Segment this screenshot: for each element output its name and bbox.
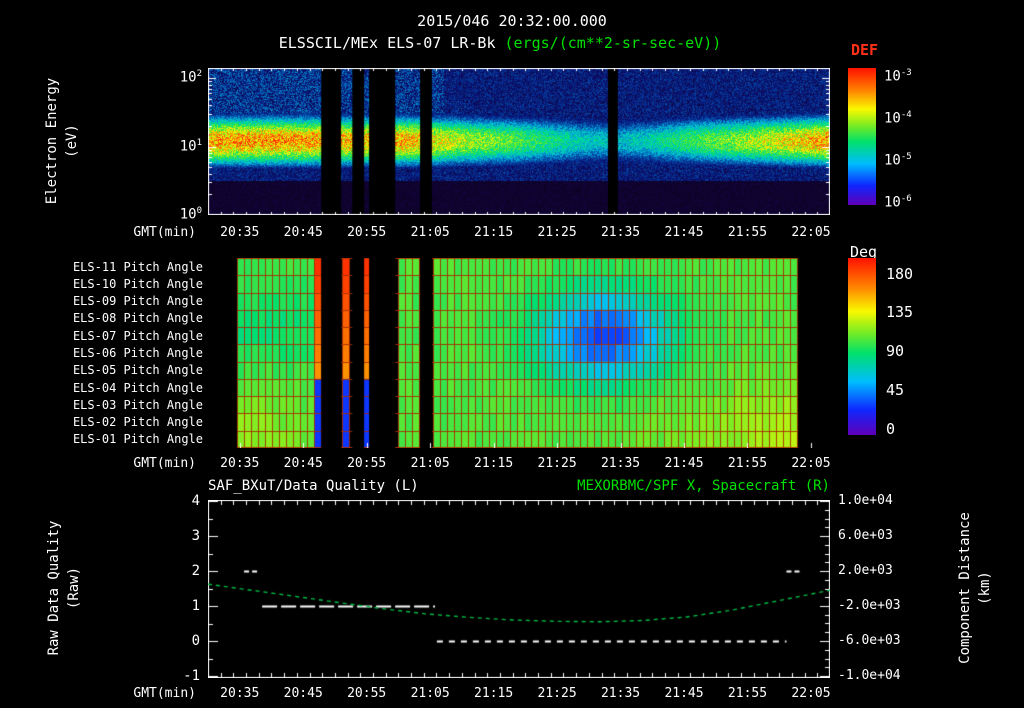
quality-tick-label: 0	[191, 633, 200, 649]
energy-tick-label: 101	[179, 137, 202, 155]
lineplot-canvas	[208, 500, 830, 678]
gmt-axis-label: GMT(min)	[133, 456, 196, 471]
time-tick-label: 22:05	[791, 225, 831, 240]
distance-tick-label: -1.0e+04	[838, 668, 901, 683]
quality-tick-label: 1	[191, 598, 200, 614]
time-tick-label: 21:25	[537, 225, 577, 240]
time-tick-label: 21:15	[474, 686, 514, 701]
energy-tick-label: 100	[179, 206, 202, 223]
time-tick-label: 21:15	[474, 225, 514, 240]
lineplot-title-left: SAF_BXuT/Data Quality (L)	[208, 478, 419, 494]
time-tick-label: 20:45	[283, 456, 323, 471]
time-tick-label: 20:35	[220, 456, 260, 471]
electron-energy-axis-label-line1: Electron Energy	[44, 77, 60, 205]
time-tick-label: 21:05	[410, 225, 450, 240]
def-tick-label: 10-6	[884, 193, 912, 211]
deg-tick-label: 0	[886, 419, 896, 438]
time-tick-label: 20:35	[220, 225, 260, 240]
pitch-canvas	[208, 258, 830, 448]
deg-tick-label: 135	[886, 302, 914, 321]
gmt-axis-label: GMT(min)	[133, 686, 196, 701]
def-tick-label: 10-4	[884, 109, 912, 127]
pitch-row-label: ELS-03 Pitch Angle	[72, 397, 203, 412]
subtitle-units: (ergs/(cm**2-sr-sec-eV))	[504, 34, 722, 52]
time-tick-label: 21:35	[600, 686, 641, 701]
pitch-row-label: ELS-06 Pitch Angle	[72, 346, 203, 360]
time-tick-label: 21:35	[600, 225, 641, 240]
subtitle-instrument: ELSSCIL/MEx ELS-07 LR-Bk	[278, 34, 496, 52]
lineplot-title-right: MEXORBMC/SPF X, Spacecraft (R)	[577, 478, 830, 494]
time-tick-label: 20:35	[220, 686, 260, 701]
quality-tick-label: 4	[191, 493, 200, 509]
deg-colorbar-canvas	[848, 258, 876, 435]
time-tick-label: 21:55	[727, 686, 768, 701]
energy-tick-label: 102	[179, 69, 202, 86]
deg-tick-label: 180	[886, 264, 914, 283]
time-tick-label: 21:55	[727, 456, 768, 471]
def-colorbar-label: DEF	[851, 41, 879, 59]
time-tick-label: 21:25	[537, 686, 577, 701]
raw-data-quality-axis-label-line1: Raw Data Quality	[46, 520, 62, 656]
electron-energy-axis-label: Electron Energy (eV)	[42, 78, 82, 204]
distance-tick-label: 1.0e+04	[838, 493, 893, 508]
pitch-row-label: ELS-08 Pitch Angle	[72, 311, 203, 326]
time-tick-label: 21:45	[664, 456, 704, 471]
def-colorbar-canvas	[848, 68, 876, 205]
time-tick-label: 20:45	[283, 225, 323, 240]
def-tick-label: 10-3	[884, 68, 912, 85]
time-tick-label: 20:55	[347, 456, 387, 471]
time-tick-label: 20:55	[347, 225, 387, 240]
component-distance-axis-label: Component Distance (km)	[955, 512, 995, 664]
pitch-row-label: ELS-10 Pitch Angle	[72, 276, 203, 291]
plot-subtitle: ELSSCIL/MEx ELS-07 LR-Bk (ergs/(cm**2-sr…	[0, 34, 1000, 52]
time-tick-label: 20:55	[347, 686, 387, 701]
raw-data-quality-axis-label: Raw Data Quality (Raw)	[44, 521, 84, 656]
pitch-row-label: ELS-01 Pitch Angle	[72, 432, 203, 447]
electron-energy-axis-label-line2: (eV)	[64, 124, 80, 158]
deg-colorbar-label: Deg	[850, 243, 878, 261]
time-tick-label: 21:55	[727, 225, 768, 240]
deg-tick-label: 90	[886, 341, 905, 360]
pitch-row-label: ELS-07 Pitch Angle	[72, 328, 203, 343]
component-distance-axis-label-line1: Component Distance	[957, 512, 973, 664]
time-tick-label: 22:05	[791, 456, 831, 471]
time-tick-label: 21:45	[664, 686, 704, 701]
time-tick-label: 21:15	[474, 456, 514, 471]
time-tick-label: 21:05	[410, 456, 450, 471]
component-distance-axis-label-line2: (km)	[977, 571, 993, 605]
quality-tick-label: -1	[183, 668, 200, 684]
pitch-row-label: ELS-02 Pitch Angle	[72, 415, 203, 430]
time-tick-label: 21:25	[537, 456, 577, 471]
pitch-row-label: ELS-04 Pitch Angle	[72, 380, 203, 395]
time-tick-label: 21:45	[664, 225, 704, 240]
distance-tick-label: 2.0e+03	[838, 563, 893, 578]
raw-data-quality-axis-label-line2: (Raw)	[66, 566, 82, 610]
time-tick-label: 21:05	[410, 686, 450, 701]
deg-tick-label: 45	[886, 380, 905, 399]
distance-tick-label: 6.0e+03	[838, 528, 893, 543]
distance-tick-label: -6.0e+03	[838, 633, 901, 648]
def-tick-label: 10-5	[884, 152, 912, 169]
time-tick-label: 21:35	[600, 456, 641, 471]
time-tick-label: 20:45	[283, 686, 323, 701]
quality-tick-label: 3	[191, 528, 200, 544]
time-tick-label: 22:05	[791, 686, 831, 701]
pitch-row-label: ELS-11 Pitch Angle	[72, 259, 203, 274]
gmt-axis-label: GMT(min)	[133, 225, 196, 240]
pitch-row-label: ELS-05 Pitch Angle	[72, 363, 203, 378]
spectrogram-canvas	[208, 68, 830, 215]
pitch-row-label: ELS-09 Pitch Angle	[72, 294, 203, 309]
distance-tick-label: -2.0e+03	[838, 598, 901, 613]
plot-title: 2015/046 20:32:00.000	[417, 12, 607, 30]
quality-tick-label: 2	[191, 563, 200, 579]
